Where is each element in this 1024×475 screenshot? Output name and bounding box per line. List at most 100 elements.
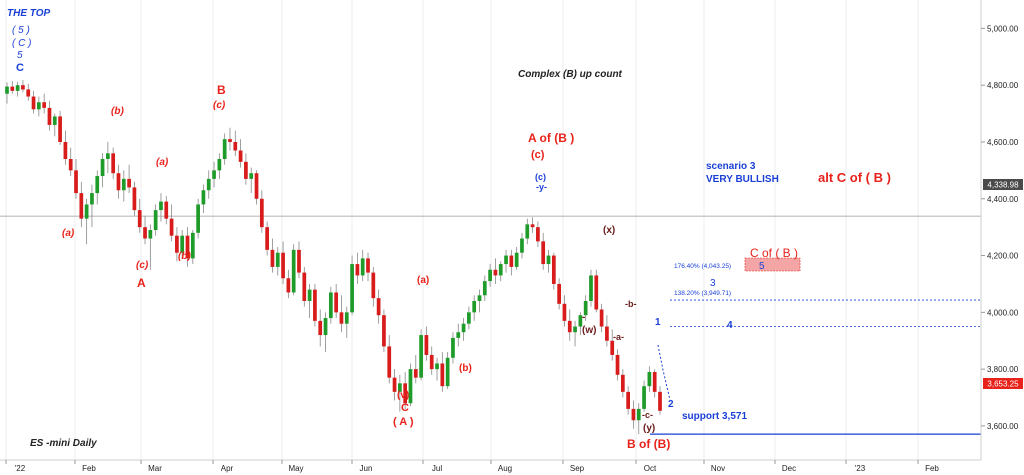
wave-label-a-2: (a)	[156, 157, 169, 168]
candle-body	[63, 141, 68, 160]
wave-label-c-dash: -c-	[642, 410, 653, 420]
candle-body	[573, 326, 577, 333]
candle-series	[5, 80, 662, 435]
candle-body	[169, 218, 174, 236]
candle-body	[435, 363, 439, 370]
candle-body	[514, 252, 519, 267]
candle-body	[95, 176, 100, 194]
candle-body	[498, 264, 503, 276]
candle-body	[456, 332, 461, 338]
target-box-wave: 5	[759, 261, 765, 272]
instrument-label: ES -mini Daily	[30, 438, 97, 449]
fib-label-138: 138.20% (3,949.71)	[674, 290, 731, 297]
candle-body	[350, 264, 354, 313]
candle-body	[567, 320, 572, 333]
candle-body	[100, 159, 105, 177]
candle-body	[520, 238, 524, 253]
x-tick-label: Mar	[148, 464, 162, 473]
candle-body	[403, 383, 408, 404]
candle-body	[313, 289, 317, 321]
candle-body	[21, 85, 25, 90]
price-tag-horizontal-bg	[983, 179, 1023, 190]
wave-label-w: (w)	[582, 325, 596, 336]
candle-body	[371, 272, 376, 299]
candle-body	[15, 85, 20, 91]
candle-body	[398, 383, 402, 392]
x-tick-label: Dec	[782, 464, 796, 473]
x-tick-label: May	[288, 464, 303, 473]
top-label-c-paren: ( C )	[12, 38, 31, 49]
x-tick-label: Jul	[432, 464, 442, 473]
x-tick-label: Apr	[221, 464, 234, 473]
top-label-5: 5	[17, 50, 23, 61]
price-tag-last-label: 3,653.25	[987, 380, 1019, 389]
candle-body	[509, 255, 514, 267]
candle-body	[482, 281, 487, 296]
candle-body	[504, 255, 508, 265]
wave-label-v: (v)	[397, 390, 409, 401]
y-tick-label: 4,000.00	[987, 308, 1019, 317]
candle-body	[206, 178, 211, 191]
wave-label-b-2: (b)	[178, 251, 191, 262]
candle-body	[180, 235, 185, 253]
wave-label-a-1: (a)	[62, 228, 75, 239]
candle-body	[546, 255, 551, 265]
wave-label-b-dash: -b-	[625, 299, 637, 309]
candle-body	[334, 292, 339, 313]
candle-body	[137, 210, 142, 228]
candle-body	[111, 153, 116, 174]
wave-label-B-of-B: B of (B)	[627, 437, 670, 451]
candle-body	[26, 89, 31, 97]
candle-body	[291, 249, 296, 293]
candle-body	[217, 159, 222, 171]
wave-label-B-big: B	[217, 83, 226, 97]
candle-body	[642, 386, 646, 409]
candle-body	[238, 150, 243, 162]
candle-body	[275, 252, 280, 267]
candle-body	[392, 377, 397, 392]
candle-body	[562, 303, 567, 321]
candle-body	[244, 161, 248, 179]
wave-label-y: -y-	[536, 182, 547, 192]
candle-body	[620, 374, 625, 392]
candle-body	[281, 252, 285, 279]
candle-body	[79, 193, 84, 219]
candle-body	[382, 315, 386, 347]
x-tick-label: Jun	[360, 464, 373, 473]
y-tick-label: 4,200.00	[987, 252, 1019, 261]
candle-body	[525, 224, 530, 239]
wave-label-c-1: (c)	[136, 260, 149, 271]
x-tick-label: Nov	[711, 464, 725, 473]
candle-body	[249, 173, 254, 179]
candle-body	[451, 337, 455, 358]
candle-body	[583, 300, 588, 316]
candle-body	[74, 170, 78, 194]
candle-body	[212, 170, 216, 179]
candle-body	[190, 232, 195, 259]
grid-lines	[5, 0, 919, 460]
candle-body	[557, 283, 561, 304]
candle-body	[68, 159, 73, 171]
wave-label-a-3: (a)	[417, 275, 429, 286]
wave-label-A-of-B: A of (B )	[528, 131, 574, 145]
candle-body	[148, 230, 153, 239]
price-tag-last: 3,653.25	[983, 378, 1023, 389]
x-tick-label: '22	[15, 464, 26, 473]
candle-body	[461, 323, 466, 333]
candle-body	[286, 278, 291, 293]
candle-body	[541, 241, 546, 265]
candle-body	[472, 300, 477, 313]
candle-body	[302, 272, 307, 301]
candle-body	[636, 408, 641, 421]
candle-body	[132, 187, 137, 211]
target-box-label: C of ( B )	[750, 246, 798, 260]
candle-body	[594, 275, 599, 310]
x-tick-label: Oct	[644, 464, 657, 473]
candle-body	[5, 86, 9, 94]
candle-body	[610, 340, 615, 355]
candle-body	[387, 346, 392, 378]
candle-body	[408, 369, 413, 404]
projected-path	[657, 344, 671, 401]
candle-body	[626, 391, 631, 409]
